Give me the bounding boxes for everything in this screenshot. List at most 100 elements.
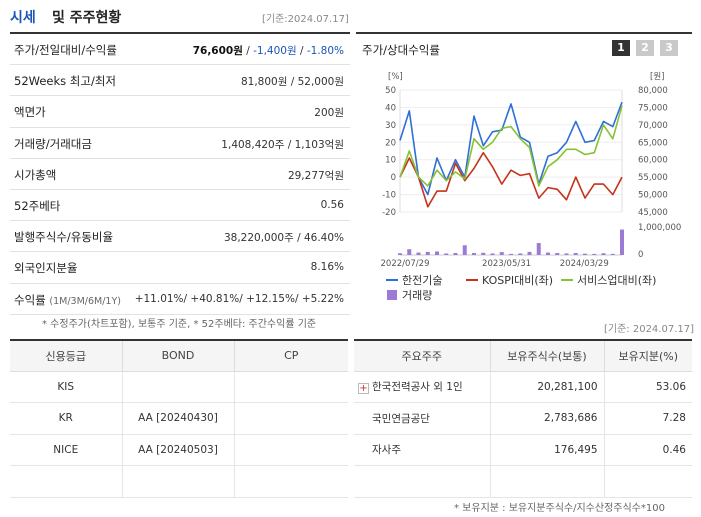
- volume-bar: [546, 252, 550, 255]
- chart-tab-2[interactable]: 2: [636, 40, 654, 56]
- series-line-0: [399, 101, 623, 196]
- quote-row-market-cap: 시가총액 29,277억원: [10, 159, 350, 190]
- shareholder-table: 주요주주 보유주식수(보통) 보유지분(%) + 한국전력공사 외 1인 20,2…: [354, 339, 692, 498]
- table-row: 자사주 176,495 0.46: [354, 434, 692, 466]
- stake-cell: 0.46: [604, 434, 692, 466]
- quote-value: +11.01%/ +40.81%/ +12.15%/ +5.22%: [134, 292, 344, 305]
- x-tick-label: 2022/07/29: [381, 259, 430, 269]
- holder-header-row: 주요주주 보유주식수(보통) 보유지분(%): [354, 340, 692, 372]
- volume-bar: [573, 253, 578, 255]
- quote-value: 1,408,420주 / 1,103억원: [221, 138, 344, 151]
- chart-tab-1[interactable]: 1: [612, 40, 630, 56]
- bond-cell: [122, 465, 235, 498]
- volume-bar: [601, 253, 606, 255]
- volume-bar: [620, 229, 624, 255]
- holder-footnote: * 보유지분 : 보유지분주식수/지수산정주식수*100: [454, 503, 665, 514]
- volume-bar: [407, 249, 412, 255]
- stake-cell: 7.28: [604, 402, 692, 435]
- volume-tick-label: 1,000,000: [638, 223, 681, 233]
- left-tick-label: 50: [385, 86, 396, 96]
- agency-cell: NICE: [10, 434, 123, 466]
- volume-bar: [592, 253, 597, 255]
- volume-bar: [509, 253, 513, 255]
- right-tick-label: 80,000: [638, 86, 668, 96]
- quote-value: 29,277억원: [287, 169, 344, 182]
- right-axis-unit: [원]: [650, 72, 664, 82]
- col-stake: 보유지분(%): [604, 340, 692, 372]
- quote-row-return: 수익률 (1M/3M/6M/1Y) +11.01%/ +40.81%/ +12.…: [10, 284, 350, 315]
- table-row: [10, 465, 348, 498]
- right-tick-label: 45,000: [638, 208, 668, 218]
- right-tick-label: 65,000: [638, 138, 668, 148]
- section-title: 시세: [10, 10, 36, 26]
- right-tick-label: 60,000: [638, 156, 668, 166]
- stake-cell: [604, 465, 692, 498]
- quote-label: 시가총액: [14, 167, 57, 182]
- legend-label: 한전기술: [402, 274, 442, 287]
- price-chart: [%] [원] 50 80,000 40 75,000 30 70,000 20 65,000 10…: [381, 72, 682, 302]
- quote-row-price: 주가/전일대비/수익률 76,600원 / -1,400원 / -1.80%: [10, 34, 350, 66]
- table-row: KR AA [20240430]: [10, 402, 348, 435]
- right-tick-label: 55,000: [638, 173, 668, 183]
- chart-tab-3[interactable]: 3: [660, 40, 678, 56]
- volume-bar: [435, 251, 439, 255]
- volume-bar: [490, 253, 495, 255]
- agency-cell: [10, 465, 123, 498]
- volume-bar: [499, 252, 504, 255]
- cp-cell: [234, 402, 348, 435]
- table-row: KIS: [10, 371, 348, 403]
- quote-row-beta: 52주베타 0.56: [10, 190, 350, 222]
- chart-tabs: 1 2 3: [612, 40, 678, 56]
- col-credit-rating: 신용등급: [10, 340, 123, 372]
- quote-row-par-value: 액면가 200원: [10, 96, 350, 128]
- left-tick-label: 40: [385, 103, 396, 113]
- quote-value: 38,220,000주 / 46.40%: [223, 232, 344, 245]
- section-subtitle: 및 주주현황: [52, 10, 122, 26]
- chart-title: 주가/상대수익률: [362, 43, 440, 57]
- quote-label: 52Weeks 최고/최저: [14, 74, 116, 89]
- chart-panel: 주가/상대수익률 1 2 3 [%] [원] 50 80,000 40 75,000 30 7…: [356, 32, 692, 311]
- table-row: [354, 465, 692, 498]
- credit-header-row: 신용등급 BOND CP: [10, 340, 348, 372]
- quote-label: 발행주식수/유동비율: [14, 230, 114, 245]
- quote-row-shares: 발행주식수/유동비율 38,220,000주 / 46.40%: [10, 221, 350, 253]
- quote-value: 81,800원 / 52,000원: [240, 76, 344, 89]
- cp-cell: [234, 465, 348, 498]
- table-row: + 한국전력공사 외 1인 20,281,100 53.06: [354, 371, 692, 403]
- volume-bar: [481, 252, 486, 255]
- reference-date: [기준:2024.07.17]: [262, 14, 349, 25]
- quote-table: 주가/전일대비/수익률 76,600원 / -1,400원 / -1.80% 5…: [10, 32, 350, 315]
- expand-icon[interactable]: +: [358, 383, 369, 395]
- left-tick-label: 10: [385, 156, 396, 166]
- reference-date-2: [기준: 2024.07.17]: [604, 324, 695, 335]
- left-tick-label: -10: [382, 191, 396, 201]
- quote-value: 8.16%: [310, 261, 344, 274]
- holder-name-cell: [354, 465, 491, 498]
- shares-cell: 2,783,686: [490, 402, 605, 435]
- legend-swatch: [387, 290, 397, 300]
- volume-bar: [425, 251, 430, 255]
- holder-name-cell: 자사주: [354, 434, 491, 466]
- quote-row-52weeks: 52Weeks 최고/최저 81,800원 / 52,000원: [10, 65, 350, 97]
- quote-label: 수익률 (1M/3M/6M/1Y): [14, 292, 121, 307]
- volume-bar: [583, 253, 587, 255]
- volume-bar: [416, 252, 421, 255]
- legend-label: 서비스업대비(좌): [577, 274, 656, 287]
- shares-cell: [490, 465, 605, 498]
- volume-bar: [527, 251, 532, 255]
- volume-tick-label: 0: [638, 250, 643, 260]
- legend-label: KOSPI대비(좌): [482, 274, 553, 287]
- volume-bar: [462, 245, 467, 255]
- quote-row-foreign: 외국인지분율 8.16%: [10, 252, 350, 284]
- cp-cell: [234, 434, 348, 466]
- credit-rating-table: 신용등급 BOND CP KIS KR AA [20240430] NICE A…: [10, 339, 348, 498]
- series-line-2: [399, 105, 623, 187]
- volume-bar: [518, 253, 523, 255]
- volume-bar: [453, 253, 458, 255]
- right-tick-label: 75,000: [638, 103, 668, 113]
- bond-cell: AA [20240430]: [122, 402, 235, 435]
- table-row: 국민연금공단 2,783,686 7.28: [354, 402, 692, 435]
- agency-cell: KIS: [10, 371, 123, 403]
- shares-cell: 176,495: [490, 434, 605, 466]
- holder-name-cell: + 한국전력공사 외 1인: [354, 371, 491, 403]
